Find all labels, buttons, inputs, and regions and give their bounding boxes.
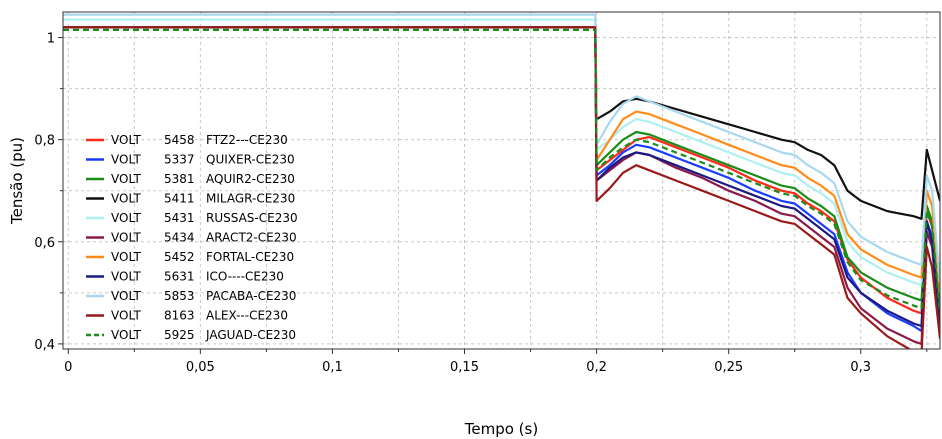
y-tick-label: 1: [47, 32, 55, 47]
legend-type-label: VOLT: [111, 211, 141, 225]
legend-bus-name: FTZ2---CE230: [206, 133, 288, 147]
legend-bus-number: 5458: [164, 133, 195, 147]
series-lines: [63, 13, 940, 349]
legend-type-label: VOLT: [111, 270, 141, 284]
legend-item-5434: VOLT 5434 ARACT2-CE230: [86, 231, 297, 245]
legend-bus-name: ARACT2-CE230: [206, 231, 297, 245]
legend-bus-number: 5452: [164, 250, 195, 264]
series-line-5853: [63, 13, 940, 283]
legend-type-label: VOLT: [111, 133, 141, 147]
legend-bus-number: 5411: [164, 192, 195, 206]
series-line-8163: [63, 26, 940, 349]
legend-type-label: VOLT: [111, 192, 141, 206]
legend-bus-number: 5434: [164, 231, 195, 245]
legend-bus-number: 5925: [164, 328, 195, 342]
legend-bus-name: FORTAL-CE230: [206, 250, 294, 264]
legend-bus-name: JAGUAD-CE230: [205, 328, 296, 342]
grid: [63, 12, 940, 349]
legend-item-5631: VOLT 5631 ICO----CE230: [86, 270, 284, 284]
legend-bus-name: PACABA-CE230: [206, 289, 296, 303]
x-tick-label: 0,2: [586, 360, 607, 375]
legend-item-5925: VOLT 5925 JAGUAD-CE230: [86, 328, 296, 342]
x-tick-label: 0,05: [186, 360, 215, 375]
series-line-5631: [63, 26, 940, 329]
series-line-5458: [63, 26, 940, 324]
legend-type-label: VOLT: [111, 250, 141, 264]
plot-frame: [62, 11, 941, 350]
series-line-5381: [63, 26, 940, 309]
series-line-5411: [63, 26, 940, 220]
legend-bus-number: 5381: [164, 172, 195, 186]
legend-bus-number: 5337: [164, 153, 195, 167]
y-tick-label: 0,8: [34, 134, 55, 149]
series-line-5431: [63, 18, 940, 293]
series-line-5452: [63, 26, 940, 293]
legend-bus-name: MILAGR-CE230: [206, 192, 295, 206]
y-tick-label: 0,4: [34, 338, 55, 353]
legend-item-8163: VOLT 8163 ALEX---CE230: [86, 309, 288, 323]
legend-type-label: VOLT: [111, 309, 141, 323]
legend-item-5431: VOLT 5431 RUSSAS-CE230: [86, 211, 298, 225]
legend-item-5458: VOLT 5458 FTZ2---CE230: [86, 133, 288, 147]
legend-type-label: VOLT: [111, 172, 141, 186]
x-tick-label: 0: [64, 360, 72, 375]
legend-bus-name: ALEX---CE230: [206, 309, 288, 323]
legend: VOLT 5458 FTZ2---CE230 VOLT 5337 QUIXER-CE230…: [86, 133, 298, 342]
series-line-5925: [63, 28, 940, 314]
legend-item-5411: VOLT 5411 MILAGR-CE230: [86, 192, 295, 206]
legend-type-label: VOLT: [111, 231, 141, 245]
legend-type-label: VOLT: [111, 289, 141, 303]
legend-type-label: VOLT: [111, 153, 141, 167]
series-line-5337: [63, 26, 940, 333]
x-tick-label: 0,1: [322, 360, 343, 375]
legend-type-label: VOLT: [111, 328, 141, 342]
legend-item-5853: VOLT 5853 PACABA-CE230: [86, 289, 296, 303]
legend-item-5337: VOLT 5337 QUIXER-CE230: [86, 153, 295, 167]
x-tick-label: 0,15: [450, 360, 479, 375]
legend-item-5381: VOLT 5381 AQUIR2-CE230: [86, 172, 295, 186]
y-axis-title: Tensão (pu): [8, 137, 26, 225]
legend-bus-name: RUSSAS-CE230: [206, 211, 298, 225]
legend-bus-name: AQUIR2-CE230: [206, 172, 295, 186]
legend-bus-name: ICO----CE230: [206, 270, 284, 284]
series-line-5434: [63, 26, 940, 345]
legend-bus-number: 5431: [164, 211, 195, 225]
legend-item-5452: VOLT 5452 FORTAL-CE230: [86, 250, 294, 264]
legend-bus-name: QUIXER-CE230: [206, 153, 295, 167]
axis-ticks: 0 0,05 0,1 0,15 0,2 0,25 0,3 0,4 0,6 0,8 1: [34, 32, 928, 375]
y-tick-label: 0,6: [34, 236, 55, 251]
x-tick-label: 0,25: [714, 360, 743, 375]
legend-bus-number: 8163: [164, 309, 195, 323]
legend-bus-number: 5631: [164, 270, 195, 284]
x-tick-label: 0,3: [850, 360, 871, 375]
legend-bus-number: 5853: [164, 289, 195, 303]
x-axis-title: Tempo (s): [464, 420, 538, 438]
